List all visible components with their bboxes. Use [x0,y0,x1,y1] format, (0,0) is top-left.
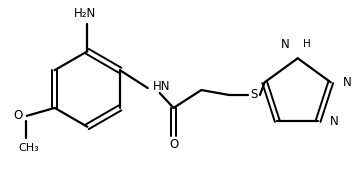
Text: CH₃: CH₃ [19,143,39,153]
Text: O: O [169,138,178,151]
Text: HN: HN [153,80,170,93]
Text: N: N [342,76,351,89]
Text: N: N [281,38,290,51]
Text: H: H [303,39,310,49]
Text: S: S [250,88,258,101]
Text: N: N [330,115,339,128]
Text: O: O [14,109,23,122]
Text: H₂N: H₂N [74,7,96,20]
